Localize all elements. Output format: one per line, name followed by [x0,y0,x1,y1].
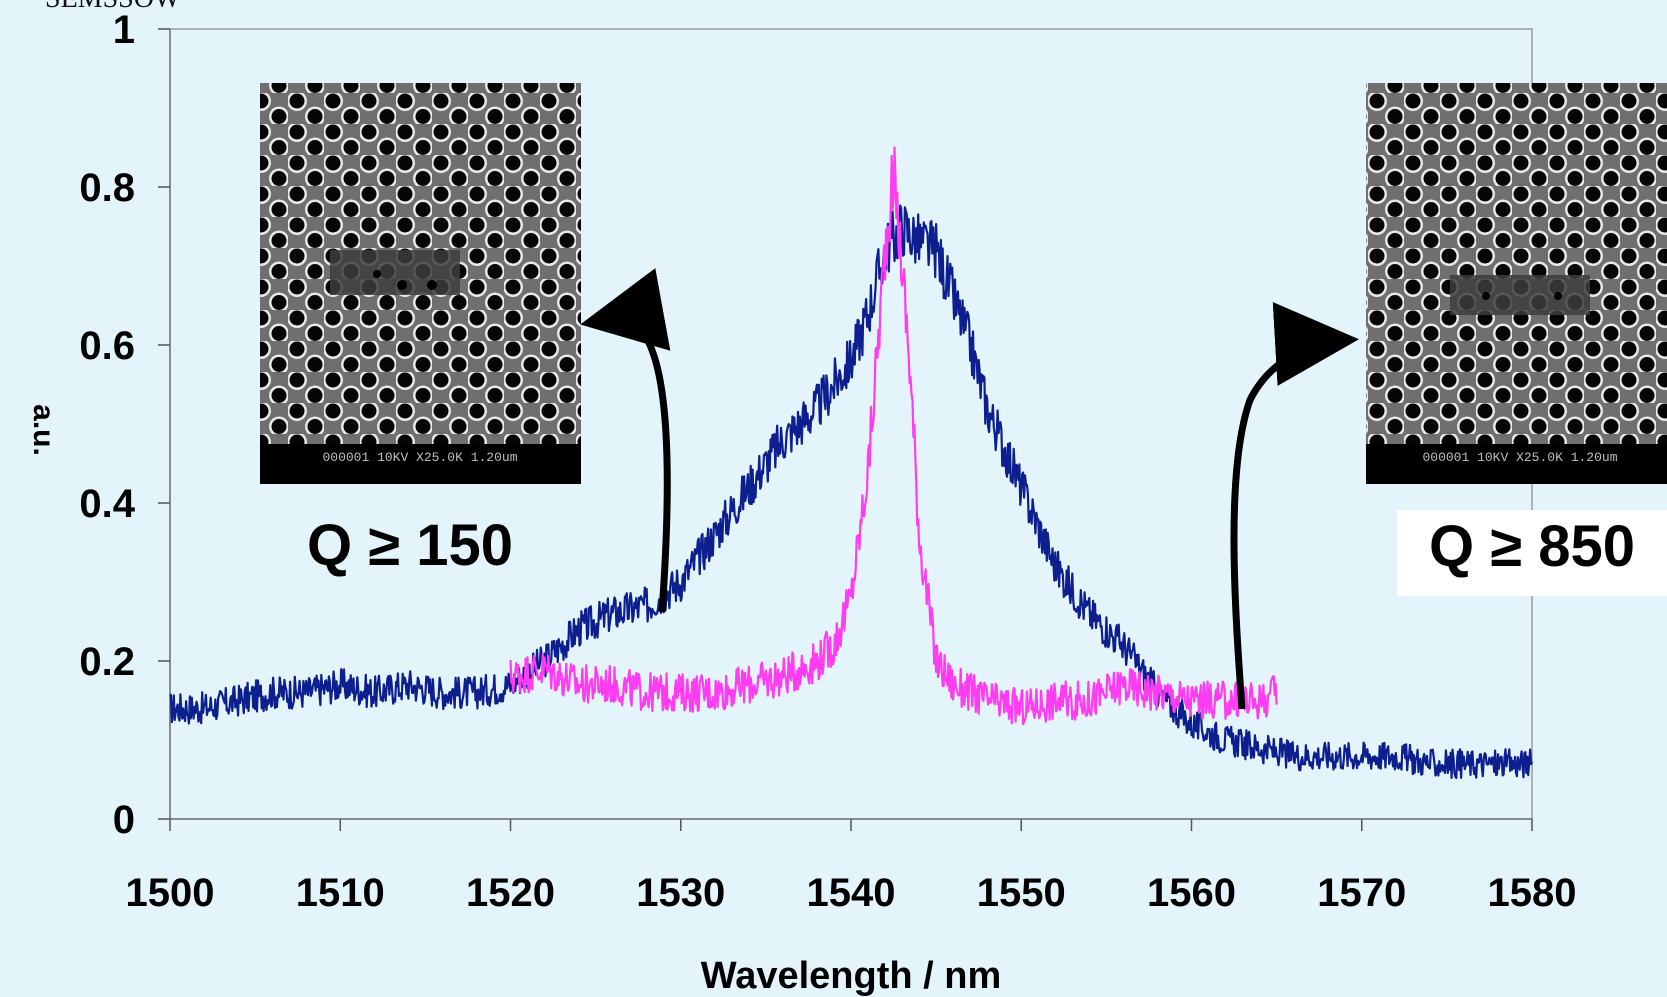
left-q-label: Q ≥ 150 [307,513,513,578]
x-tick-label: 1530 [636,871,725,915]
y-tick-label: 0 [113,798,135,842]
y-ticks-group: 0 0.2 0.4 0.6 0.8 1 [79,8,170,842]
x-tick-label: 1580 [1488,871,1577,915]
y-tick-label: 0.8 [79,166,135,210]
x-ticks-group: 1500 1510 1520 1530 1540 1550 1560 1570 1580 [126,819,1577,915]
right-q-label: Q ≥ 850 [1429,514,1635,579]
series-line-magenta [509,146,1278,726]
left-sem-caption-bar [260,444,581,484]
left-arrow [580,268,671,613]
y-tick-label: 1 [113,8,135,52]
right-q-box [1397,510,1667,596]
right-sem-caption: 000001 10KV X25.0K 1.20um [1422,450,1617,465]
right-sem-defect-dot-1 [1482,292,1490,300]
y-tick-label: 0.2 [79,640,135,684]
left-sem-defect-dot-1 [373,270,381,278]
top-text-fragment: SEMSSOW [45,0,181,14]
x-tick-label: 1510 [296,871,385,915]
right-sem-image [1366,83,1667,444]
series-group [169,146,1534,780]
right-sem-caption-bar [1366,444,1667,484]
x-tick-label: 1560 [1147,871,1236,915]
right-sem-inset: 000001 10KV X25.0K 1.20um [1366,83,1667,484]
x-tick-label: 1570 [1317,871,1406,915]
left-sem-defect-dot-3 [427,280,437,290]
x-tick-label: 1550 [977,871,1066,915]
left-sem-inset: 000001 10KV X25.0K 1.20um [260,83,581,484]
x-tick-label: 1520 [466,871,555,915]
y-tick-label: 0.4 [79,482,135,526]
x-tick-label: 1540 [807,871,896,915]
series-line-blue [169,204,1534,780]
left-sem-defect-band [330,250,460,295]
right-arrow [1230,302,1359,710]
y-tick-label: 0.6 [79,324,135,368]
x-tick-label: 1500 [126,871,215,915]
left-sem-defect-dot-2 [397,280,407,290]
y-axis-label: a.u. [27,404,60,456]
right-sem-defect-dot-2 [1554,292,1562,300]
right-sem-defect-band [1450,275,1590,315]
x-axis-label: Wavelength / nm [701,955,1002,997]
left-sem-caption: 000001 10KV X25.0K 1.20um [322,450,517,465]
